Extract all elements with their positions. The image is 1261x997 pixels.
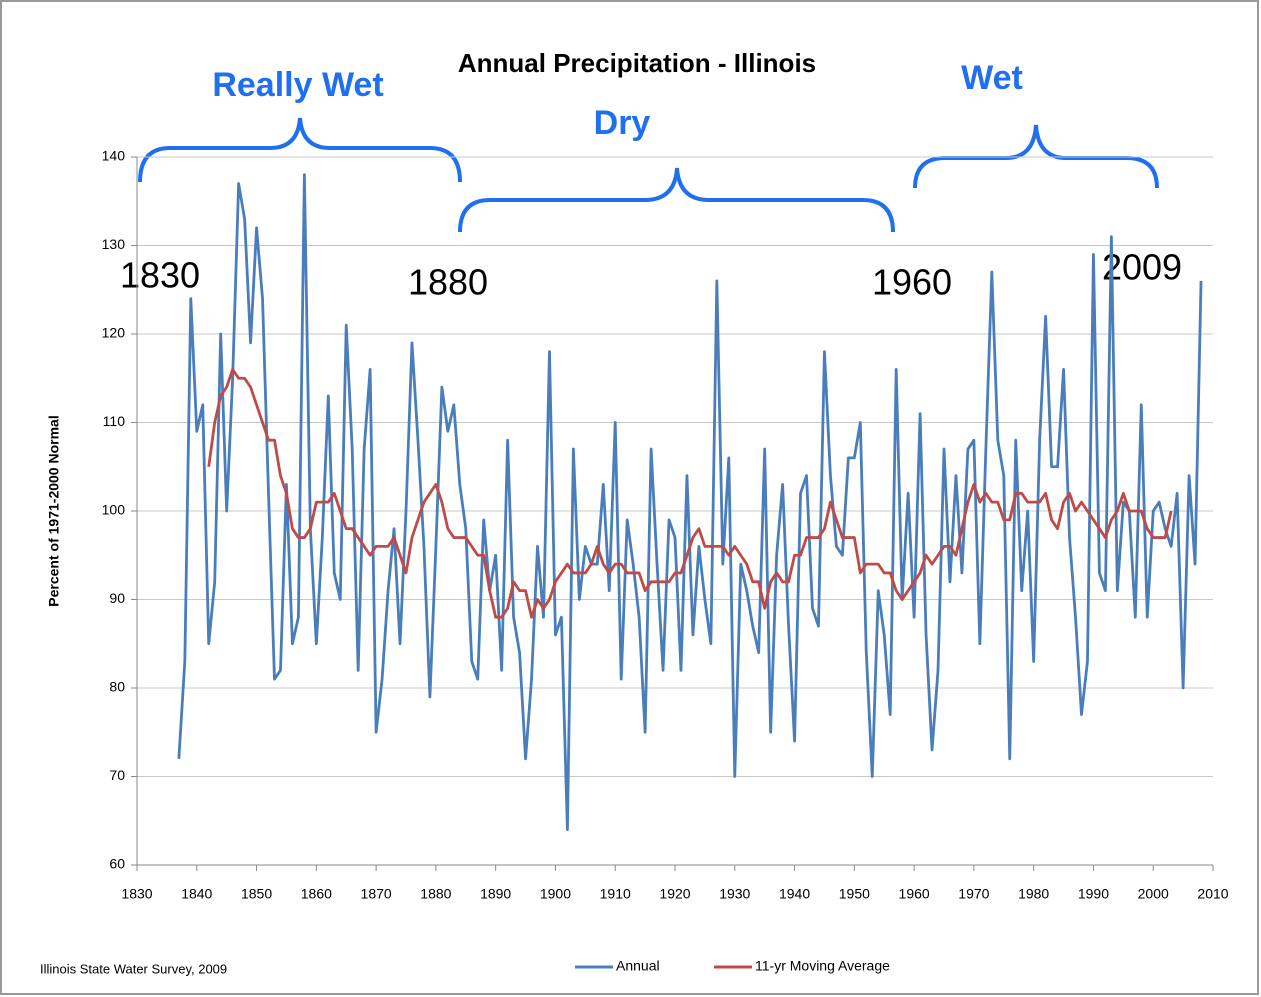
x-tick-label: 1990 (1078, 886, 1109, 902)
year-label: 1880 (408, 262, 488, 303)
series-line (207, 368, 1173, 619)
y-tick-label: 140 (102, 148, 126, 164)
y-tick-label: 90 (109, 590, 125, 606)
y-axis-label: Percent of 1971-2000 Normal (46, 415, 62, 606)
year-label: 1830 (120, 255, 200, 296)
brace (458, 167, 895, 233)
series-line (177, 173, 1203, 831)
x-tick-label: 1980 (1018, 886, 1049, 902)
y-tick-label: 130 (102, 236, 126, 252)
x-tick-label: 1890 (480, 886, 511, 902)
x-tick-label: 1840 (181, 886, 212, 902)
x-tick-label: 1940 (779, 886, 810, 902)
year-label: 1960 (872, 262, 952, 303)
x-tick-label: 1920 (659, 886, 690, 902)
x-tick-label: 1850 (241, 886, 272, 902)
x-tick-label: 1970 (958, 886, 989, 902)
x-tick-label: 1930 (719, 886, 750, 902)
year-label: 2009 (1102, 247, 1182, 288)
x-tick-label: 1960 (899, 886, 930, 902)
x-tick-label: 1950 (839, 886, 870, 902)
y-tick-label: 110 (103, 413, 126, 429)
annotation: Really Wet (212, 66, 383, 104)
y-tick-label: 80 (109, 679, 125, 695)
annotation: Wet (961, 59, 1023, 97)
y-tick-label: 60 (109, 856, 125, 872)
brace (138, 117, 462, 183)
annotation: Dry (594, 104, 651, 142)
y-tick-label: 120 (102, 325, 126, 341)
legend-label: 11-yr Moving Average (755, 958, 890, 974)
source: Illinois State Water Survey, 2009 (40, 961, 227, 976)
x-tick-label: 2000 (1138, 886, 1169, 902)
x-tick-label: 1880 (420, 886, 451, 902)
chart-title: Annual Precipitation - Illinois (458, 48, 816, 78)
x-tick-label: 1870 (361, 886, 392, 902)
x-tick-label: 1860 (301, 886, 332, 902)
brace (913, 124, 1159, 189)
x-tick-label: 1910 (600, 886, 631, 902)
x-tick-label: 1900 (540, 886, 571, 902)
y-tick-label: 70 (109, 767, 125, 783)
x-tick-label: 2010 (1197, 886, 1228, 902)
x-tick-label: 1830 (121, 886, 152, 902)
y-tick-label: 100 (102, 502, 126, 518)
legend-label: Annual (616, 958, 660, 974)
